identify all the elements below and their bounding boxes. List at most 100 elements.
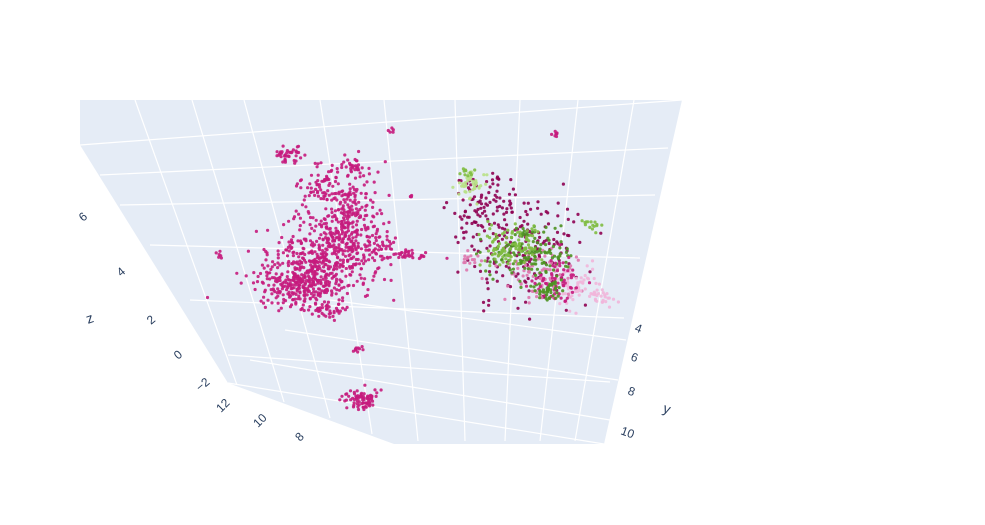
data-point xyxy=(338,233,342,237)
data-point xyxy=(275,291,279,295)
data-point xyxy=(343,153,347,157)
data-point xyxy=(488,260,492,264)
data-point xyxy=(473,168,477,172)
data-point xyxy=(268,271,272,275)
data-point xyxy=(492,247,496,251)
data-point xyxy=(295,287,299,292)
data-point xyxy=(471,235,475,239)
data-point xyxy=(297,255,301,259)
data-point xyxy=(298,224,302,228)
data-point xyxy=(523,279,527,283)
data-point xyxy=(315,165,319,169)
data-point xyxy=(356,166,360,170)
data-point xyxy=(365,203,369,207)
data-point xyxy=(569,273,573,277)
data-point xyxy=(326,214,330,218)
data-point xyxy=(366,225,370,229)
data-point xyxy=(314,218,318,222)
data-point xyxy=(342,213,346,217)
data-point xyxy=(365,234,369,238)
data-point xyxy=(288,295,292,299)
data-point xyxy=(544,270,548,274)
data-point xyxy=(550,256,555,260)
data-point xyxy=(280,283,284,288)
data-point xyxy=(330,207,334,211)
data-point xyxy=(324,232,328,236)
data-point xyxy=(546,236,550,240)
data-point xyxy=(525,231,529,235)
gridline xyxy=(119,194,656,206)
data-point xyxy=(476,207,480,211)
data-point xyxy=(557,286,561,290)
data-point xyxy=(379,388,383,392)
data-point xyxy=(327,259,331,263)
data-point xyxy=(377,248,381,252)
data-point xyxy=(538,284,542,288)
data-point xyxy=(256,274,260,279)
data-point xyxy=(343,226,347,230)
data-point xyxy=(491,232,495,236)
gridline xyxy=(249,359,611,421)
data-point xyxy=(411,251,415,255)
data-point xyxy=(518,225,523,229)
data-point xyxy=(576,212,580,216)
data-point xyxy=(387,244,391,248)
data-point xyxy=(385,234,389,238)
data-point xyxy=(532,285,536,289)
data-point xyxy=(553,226,557,230)
data-point xyxy=(346,158,350,162)
data-point xyxy=(356,251,360,255)
data-point xyxy=(518,234,522,238)
data-point xyxy=(302,308,306,313)
data-point xyxy=(531,274,535,278)
data-point xyxy=(503,227,507,231)
data-point xyxy=(319,256,323,260)
data-point xyxy=(544,225,548,229)
data-point xyxy=(321,255,325,259)
data-point xyxy=(362,255,366,259)
data-point xyxy=(502,199,506,203)
data-point xyxy=(487,191,491,195)
data-point xyxy=(325,226,329,230)
data-point xyxy=(579,289,583,293)
data-point xyxy=(351,283,356,288)
data-point xyxy=(316,281,320,285)
data-point xyxy=(486,287,490,291)
data-point xyxy=(339,211,343,215)
data-point xyxy=(214,251,218,255)
data-point xyxy=(538,247,542,251)
data-point xyxy=(390,126,394,130)
data-point xyxy=(533,228,537,232)
data-point xyxy=(330,168,334,172)
gridline xyxy=(134,99,238,386)
data-point xyxy=(524,263,528,267)
data-point xyxy=(483,209,487,213)
data-point xyxy=(525,229,530,233)
data-point xyxy=(332,275,336,279)
data-point xyxy=(403,255,407,259)
data-point xyxy=(494,270,498,274)
data-point xyxy=(530,279,534,283)
data-point xyxy=(487,303,491,307)
data-point xyxy=(540,258,544,262)
data-point xyxy=(517,252,521,257)
data-point xyxy=(559,296,563,300)
data-point xyxy=(266,264,270,268)
data-point xyxy=(482,309,486,313)
data-point xyxy=(593,291,597,295)
data-point xyxy=(562,284,566,288)
data-point xyxy=(341,252,345,256)
data-point xyxy=(542,290,547,294)
data-point xyxy=(501,255,505,259)
data-point xyxy=(284,281,288,285)
data-point xyxy=(362,392,366,396)
data-point xyxy=(308,297,312,301)
data-point xyxy=(360,391,364,395)
data-point xyxy=(510,271,514,275)
data-point xyxy=(485,277,489,281)
data-point xyxy=(382,256,386,260)
data-point xyxy=(502,230,507,234)
data-point xyxy=(330,163,334,167)
data-point xyxy=(556,277,560,281)
data-point xyxy=(550,132,554,136)
